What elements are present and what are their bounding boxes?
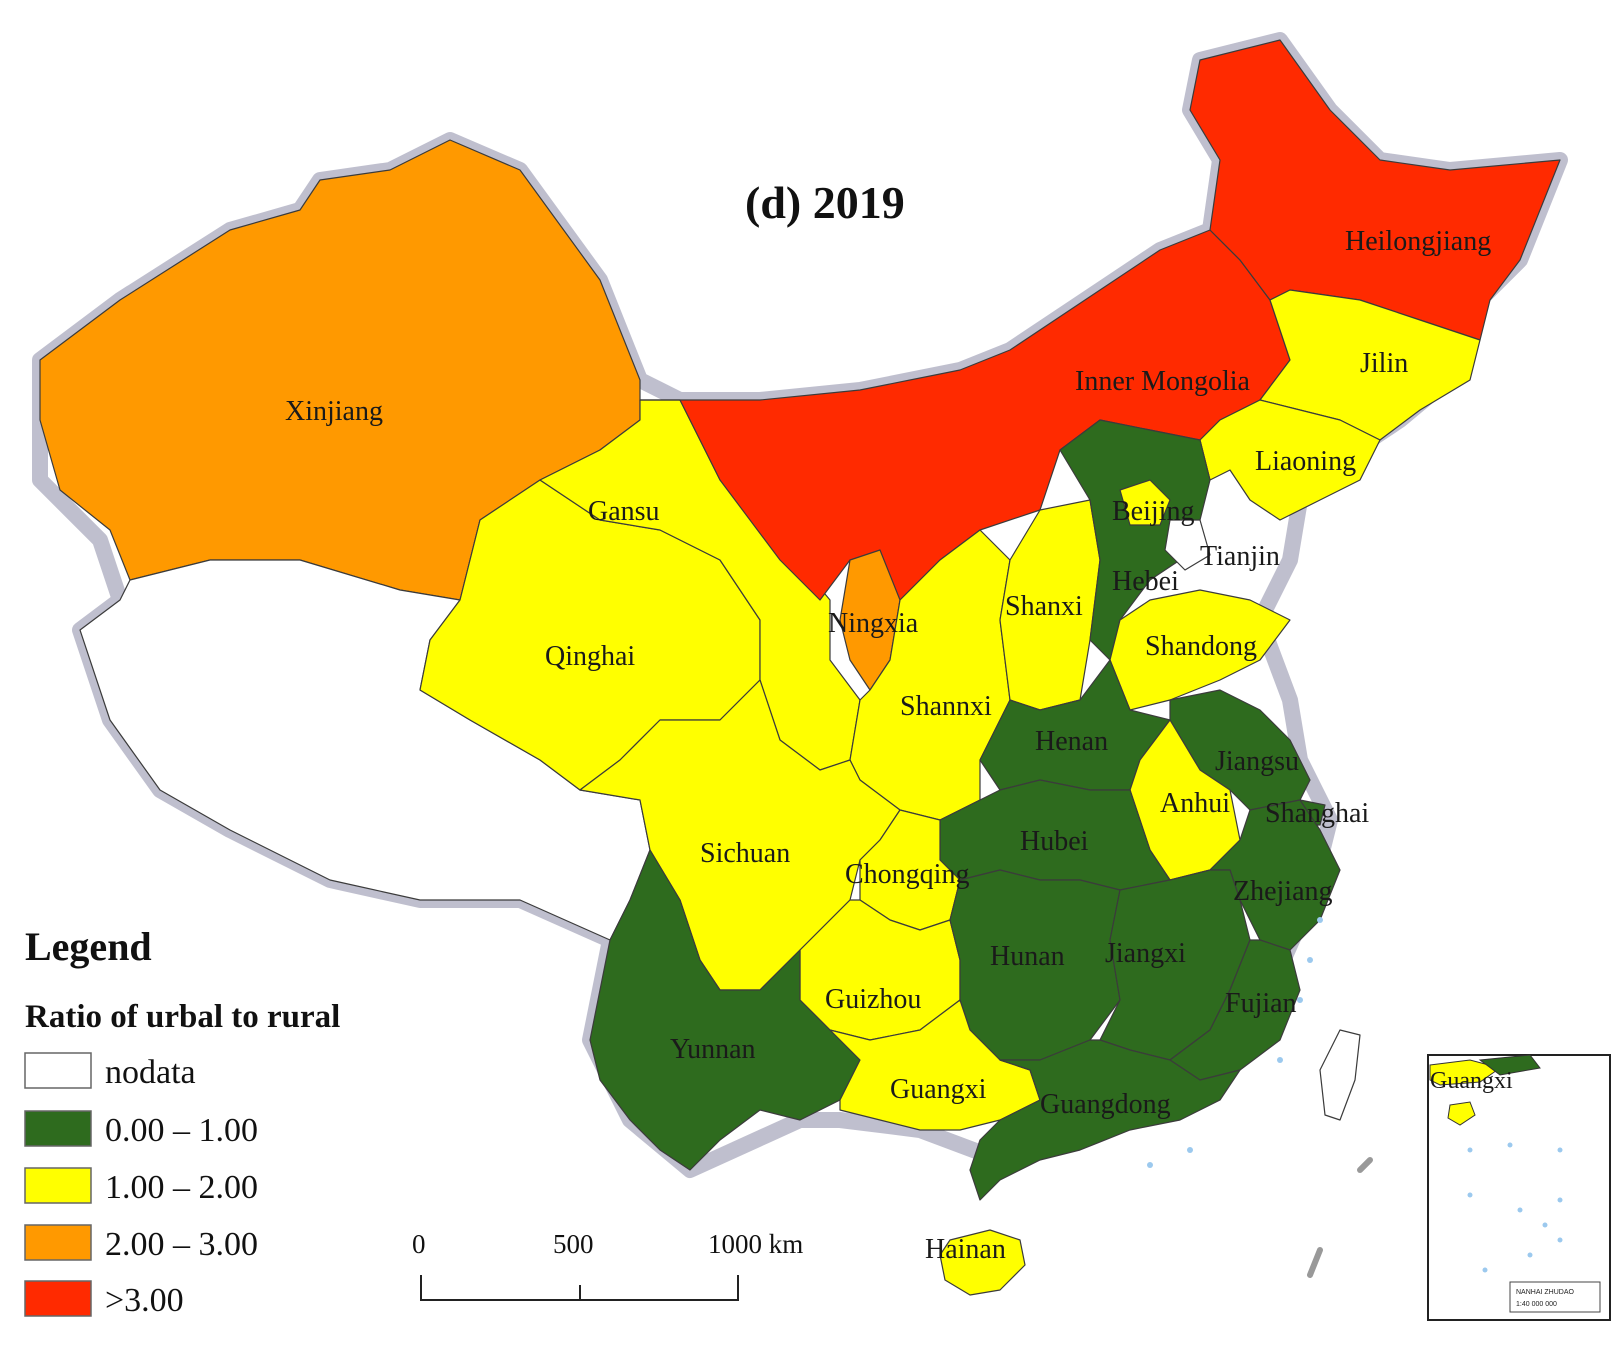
label-shanghai: Shanghai	[1265, 798, 1369, 829]
legend-label-nodata: nodata	[105, 1054, 196, 1091]
label-zhejiang: Zhejiang	[1233, 876, 1333, 907]
region-shandong	[1109, 589, 1291, 711]
legend-swatch-nodata	[24, 1052, 92, 1089]
inset-note: NANHAI ZHUDAO	[1516, 1289, 1575, 1296]
label-ningxia: Ningxia	[828, 608, 919, 639]
scale-tick-1000: 1000 km	[708, 1229, 803, 1259]
legend-swatch-2-3	[24, 1224, 92, 1261]
label-yunnan: Yunnan	[670, 1034, 756, 1065]
label-qinghai: Qinghai	[545, 641, 635, 672]
label-gansu: Gansu	[588, 496, 660, 527]
south-china-sea-inset: Guangxi NANHAI ZHUDAO 1:40 000 000	[1427, 1054, 1611, 1321]
label-jiangxi: Jiangxi	[1105, 938, 1186, 969]
legend-swatch-1-2	[24, 1167, 92, 1204]
inset-scale: 1:40 000 000	[1516, 1301, 1557, 1308]
scale-bar: 0 500 1000 km	[412, 1229, 803, 1301]
label-fujian: Fujian	[1225, 988, 1297, 1019]
label-anhui: Anhui	[1160, 788, 1230, 819]
label-hubei: Hubei	[1020, 826, 1089, 857]
region-guangdong	[969, 1039, 1241, 1201]
inset-label-guangxi: Guangxi	[1430, 1068, 1513, 1094]
label-guangdong: Guangdong	[1040, 1089, 1171, 1120]
legend-swatch-0-1	[24, 1110, 92, 1147]
label-heilongjiang: Heilongjiang	[1345, 226, 1491, 257]
legend-label-gt3: >3.00	[105, 1282, 184, 1319]
label-hebei: Hebei	[1112, 566, 1179, 597]
legend-swatch-gt3	[24, 1280, 92, 1317]
label-liaoning: Liaoning	[1255, 446, 1356, 477]
label-sichuan: Sichuan	[700, 838, 790, 869]
label-beijing: Beijing	[1112, 496, 1194, 527]
region-shanxi	[999, 499, 1101, 711]
label-tianjin: Tianjin	[1200, 541, 1280, 572]
label-shanxi: Shanxi	[1005, 591, 1083, 622]
region-taiwan	[1319, 1029, 1361, 1121]
label-jiangsu: Jiangsu	[1215, 746, 1299, 777]
label-hainan: Hainan	[925, 1234, 1006, 1265]
legend-label-2-3: 2.00 – 3.00	[105, 1226, 258, 1263]
label-shandong: Shandong	[1145, 631, 1257, 662]
legend-label-1-2: 1.00 – 2.00	[105, 1169, 258, 1206]
region-hainan	[939, 1229, 1026, 1296]
label-guangxi: Guangxi	[890, 1074, 987, 1105]
label-guizhou: Guizhou	[825, 984, 921, 1015]
region-liaoning	[1199, 399, 1381, 521]
label-jilin: Jilin	[1360, 348, 1408, 379]
legend: Legend Ratio of urbal to rural nodata 0.…	[24, 924, 340, 1319]
label-shannxi: Shannxi	[900, 691, 992, 722]
map-title: (d) 2019	[745, 177, 905, 228]
label-hunan: Hunan	[990, 941, 1065, 972]
label-xinjiang: Xinjiang	[285, 396, 383, 427]
coastal-islands	[1147, 917, 1323, 1168]
scale-tick-500: 500	[553, 1229, 594, 1259]
label-henan: Henan	[1035, 726, 1108, 757]
scale-tick-0: 0	[412, 1229, 426, 1259]
legend-label-0-1: 0.00 – 1.00	[105, 1112, 258, 1149]
region-tianjin	[1164, 519, 1211, 571]
label-chongqing: Chongqing	[845, 859, 969, 890]
region-beijing	[1119, 479, 1171, 526]
dash-lines	[1307, 1157, 1373, 1278]
legend-title: Legend	[25, 924, 152, 969]
legend-subtitle: Ratio of urbal to rural	[25, 999, 340, 1035]
label-inner-mongolia: Inner Mongolia	[1075, 366, 1251, 397]
